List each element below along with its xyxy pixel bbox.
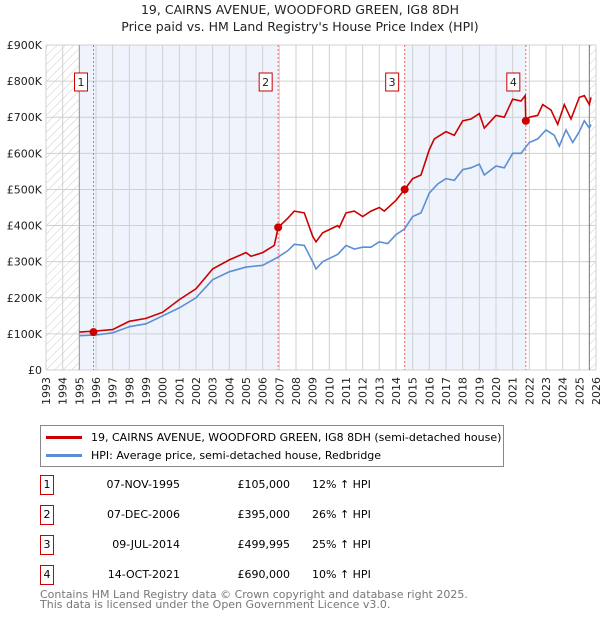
legend-swatch-red [46, 435, 82, 439]
sale-point [400, 185, 409, 194]
x-tick-label: 2014 [390, 377, 403, 405]
y-tick-label: £400K [7, 220, 43, 233]
sale-label-box [258, 72, 273, 92]
x-tick-label: 2006 [257, 377, 270, 405]
sale-row: 1 07-NOV-1995 £105,000 12% ↑ HPI [40, 475, 440, 495]
sale-number: 2 [40, 505, 54, 525]
x-tick-label: 2001 [173, 377, 186, 405]
y-tick-label: £900K [7, 39, 43, 52]
sale-price: £105,000 [237, 478, 291, 491]
legend-swatch-blue [46, 453, 82, 457]
sale-point [521, 116, 530, 125]
chart-title: 19, CAIRNS AVENUE, WOODFORD GREEN, IG8 8… [140, 2, 460, 17]
y-tick-label: £300K [7, 256, 43, 269]
sale-point [274, 223, 283, 232]
sale-label: 3 [389, 76, 396, 89]
sale-date: 14-OCT-2021 [107, 568, 180, 581]
hpi-line [79, 119, 592, 337]
x-tick-label: 2020 [490, 377, 503, 405]
y-tick-label: £200K [7, 292, 43, 305]
y-tick-label: £700K [7, 111, 43, 124]
x-tick-label: 2024 [557, 377, 570, 405]
x-tick-label: 2005 [240, 377, 253, 405]
sale-label: 1 [78, 76, 85, 89]
x-tick-label: 2021 [507, 377, 520, 405]
sale-price: £690,000 [237, 568, 291, 581]
x-tick-label: 2011 [340, 377, 353, 405]
x-tick-label: 1997 [107, 377, 120, 405]
x-tick-label: 1994 [57, 377, 70, 405]
y-tick-label: £800K [7, 75, 43, 88]
x-tick-label: 2003 [207, 377, 220, 405]
x-tick-label: 2002 [190, 377, 203, 405]
sale-date: 07-NOV-1995 [106, 478, 180, 491]
x-tick-label: 2017 [440, 377, 453, 405]
x-tick-label: 2008 [290, 377, 303, 405]
x-tick-label: 2010 [323, 377, 336, 405]
y-tick-label: £500K [7, 183, 43, 196]
footer-line1: Contains HM Land Registry data © Crown c… [40, 588, 468, 601]
shaded-band [79, 45, 279, 370]
sale-label-box [74, 72, 88, 92]
x-tick-label: 2016 [423, 377, 436, 405]
sale-price: £499,995 [237, 538, 291, 551]
y-tick-label: £600K [7, 147, 43, 160]
y-tick-label: £0 [28, 364, 42, 377]
sale-date: 09-JUL-2014 [112, 538, 180, 551]
x-tick-label: 2004 [223, 377, 236, 405]
sale-row: 3 09-JUL-2014 £499,995 25% ↑ HPI [40, 535, 440, 555]
x-tick-label: 2025 [573, 377, 586, 405]
price-paid-line [79, 93, 592, 333]
x-tick-label: 1996 [90, 377, 103, 405]
x-tick-label: 2015 [407, 377, 420, 405]
chart-subtitle: Price paid vs. HM Land Registry's House … [121, 19, 479, 34]
sale-number: 3 [40, 535, 54, 555]
hatched-region-after [589, 45, 596, 370]
x-tick-label: 2026 [590, 377, 600, 405]
x-tick-label: 1999 [140, 377, 153, 405]
footer: Contains HM Land Registry data © Crown c… [40, 588, 468, 611]
plot-area: 1993 1994 1995 1996 1997 1998 1999 2000 2001 2002… [7, 39, 600, 405]
sale-date: 07-DEC-2006 [106, 508, 180, 521]
sale-number: 4 [40, 565, 54, 585]
x-tick-label: 2022 [523, 377, 536, 405]
x-tick-label: 2000 [157, 377, 170, 405]
sale-hpi-diff: 25% ↑ HPI [312, 538, 371, 551]
x-tick-label: 1993 [40, 377, 53, 405]
sale-number: 1 [40, 475, 54, 495]
legend-label: 19, CAIRNS AVENUE, WOODFORD GREEN, IG8 8… [91, 430, 502, 444]
sale-label-box [385, 72, 400, 92]
sale-label-box [506, 72, 521, 92]
legend-label: HPI: Average price, semi-detached house,… [91, 448, 382, 462]
x-tick-label: 1995 [73, 377, 86, 405]
x-tick-label: 2013 [373, 377, 386, 405]
sale-label: 2 [262, 76, 269, 89]
x-tick-label: 2018 [457, 377, 470, 405]
sale-hpi-diff: 12% ↑ HPI [312, 478, 371, 491]
sale-label: 4 [510, 76, 517, 89]
footer-line2: This data is licensed under the Open Gov… [40, 598, 391, 611]
shaded-band [404, 45, 526, 370]
x-tick-label: 2023 [540, 377, 553, 405]
sale-row: 4 14-OCT-2021 £690,000 10% ↑ HPI [40, 565, 440, 585]
sale-price: £395,000 [237, 508, 291, 521]
x-tick-label: 1998 [123, 377, 136, 405]
y-tick-label: £100K [7, 328, 43, 341]
sale-hpi-diff: 26% ↑ HPI [312, 508, 371, 521]
sale-point [89, 328, 98, 337]
x-tick-label: 2009 [307, 377, 320, 405]
x-tick-label: 2019 [473, 377, 486, 405]
x-tick-label: 2007 [273, 377, 286, 405]
legend: 19, CAIRNS AVENUE, WOODFORD GREEN, IG8 8… [40, 425, 504, 467]
legend-item-property: 19, CAIRNS AVENUE, WOODFORD GREEN, IG8 8… [41, 429, 501, 445]
legend-item-hpi: HPI: Average price, semi-detached house,… [41, 447, 381, 463]
sale-row: 2 07-DEC-2006 £395,000 26% ↑ HPI [40, 505, 440, 525]
sale-hpi-diff: 10% ↑ HPI [312, 568, 371, 581]
x-tick-label: 2012 [357, 377, 370, 405]
